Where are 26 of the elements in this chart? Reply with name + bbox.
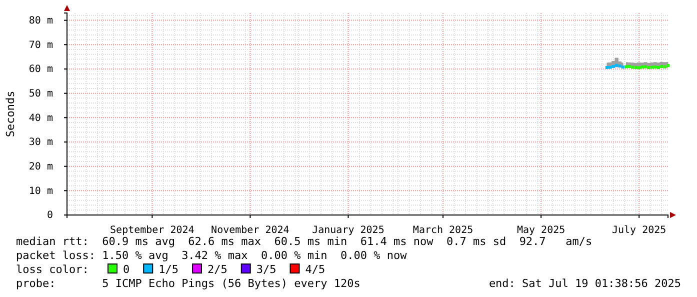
y-axis-title: Seconds xyxy=(4,90,17,138)
y-tick-label: 30 m xyxy=(28,137,53,148)
legend-label: 0 xyxy=(123,263,130,276)
y-tick-label: 70 m xyxy=(28,40,53,51)
y-tick-label: 20 m xyxy=(28,162,53,173)
text: packet loss: 1.50 % avg 3.42 % max 0.00 % min 0.00 % now xyxy=(16,249,408,262)
y-tick-label: 80 m xyxy=(28,16,53,26)
text: probe: 5 ICMP Echo Pings (56 Bytes) every 120s xyxy=(16,277,360,290)
y-tick-label: 50 m xyxy=(28,88,53,100)
y-tick-label: 60 m xyxy=(28,64,53,76)
legend-label: 3/5 xyxy=(256,263,276,276)
legend-title: loss color: xyxy=(16,263,89,276)
x-tick-label: July 2025 xyxy=(612,225,666,236)
x-tick-label: March 2025 xyxy=(412,225,474,236)
y-tick-label: 10 m xyxy=(28,186,53,197)
x-tick-label: November 2024 xyxy=(211,225,290,236)
legend-label: 2/5 xyxy=(208,263,228,276)
text: median rtt: 60.9 ms avg 62.6 ms max 60.5 ms min 61.4 ms now 0.7 ms sd 92.7 am/s xyxy=(16,235,592,248)
x-tick-label: January 2025 xyxy=(312,225,384,236)
legend-label: 4/5 xyxy=(305,263,326,276)
x-tick-label: May 2025 xyxy=(516,225,566,236)
legend-label: 1/5 xyxy=(158,263,178,276)
text: end: Sat Jul 19 01:38:56 2025 xyxy=(488,277,681,290)
y-tick-label: 40 m xyxy=(28,112,53,124)
x-tick-label: September 2024 xyxy=(110,225,194,236)
y-tick-label: 0 xyxy=(46,210,53,222)
